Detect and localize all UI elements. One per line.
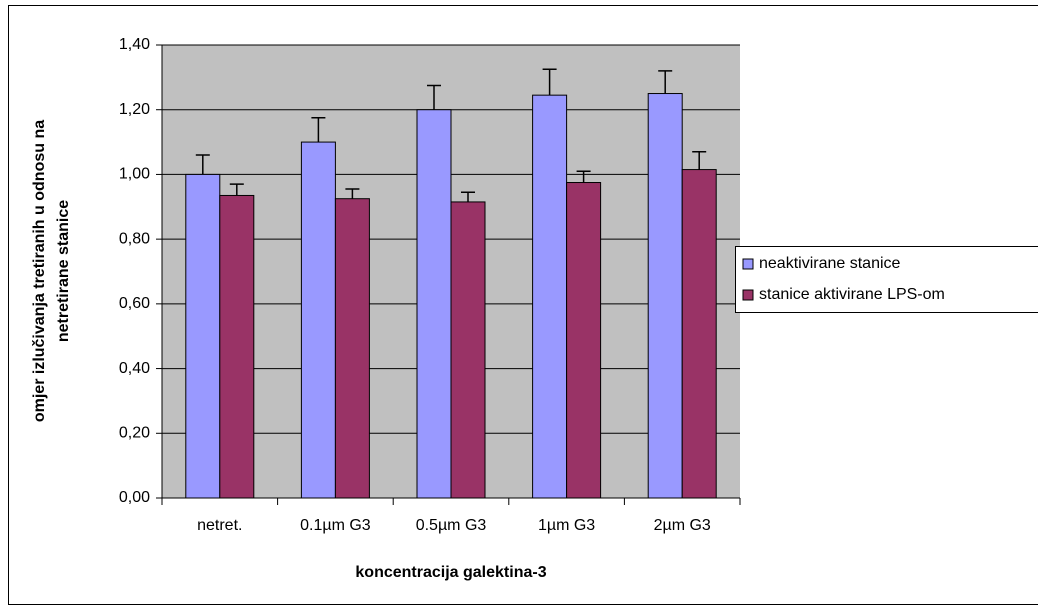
error-bar	[311, 117, 326, 143]
bar	[334, 198, 370, 499]
legend-swatch	[742, 258, 754, 270]
bar	[219, 194, 255, 499]
bar	[566, 182, 602, 499]
bar	[300, 141, 336, 499]
bar	[185, 173, 221, 499]
error-bar	[461, 191, 475, 202]
y-tick-label: 0,60	[119, 295, 150, 312]
y-tick-label: 1,40	[119, 36, 150, 53]
error-bar	[427, 84, 441, 110]
bar	[450, 201, 486, 499]
y-tick-label: 0,40	[119, 360, 150, 377]
bar	[647, 93, 683, 499]
x-tick-label: 0.5µm G3	[416, 517, 487, 534]
y-tick-label: 0,80	[119, 230, 150, 247]
error-bar	[576, 170, 591, 183]
x-tick-label: 2µm G3	[654, 517, 711, 534]
legend-box	[735, 246, 1038, 313]
bar	[416, 109, 452, 499]
x-axis-title: koncentracija galektina-3	[355, 564, 546, 581]
error-bar	[658, 70, 673, 94]
legend-label: stanice aktivirane LPS-om	[759, 286, 945, 303]
y-tick-label: 0,00	[119, 489, 150, 506]
error-bar	[345, 188, 360, 199]
legend-label: neaktivirane stanice	[759, 255, 901, 272]
error-bar	[542, 68, 557, 96]
x-tick-label: netret.	[197, 517, 242, 534]
error-bar	[195, 154, 210, 175]
x-tick-label: 0.1µm G3	[300, 517, 371, 534]
y-tick-label: 1,20	[119, 101, 150, 118]
y-axis-title: omjer izlučivanja tretiranih u odnosu na…	[31, 120, 72, 422]
bar	[681, 169, 717, 499]
y-tick-label: 0,20	[119, 425, 150, 442]
error-bar	[229, 183, 244, 196]
y-axis-title-line: netretirane stanice	[55, 200, 72, 342]
x-tick-label: 1µm G3	[538, 517, 595, 534]
bar	[532, 94, 568, 499]
legend-swatch	[742, 289, 754, 301]
error-bar	[692, 151, 707, 170]
y-tick-label: 1,00	[119, 166, 150, 183]
y-axis-title-line: omjer izlučivanja tretiranih u odnosu na	[31, 120, 48, 422]
